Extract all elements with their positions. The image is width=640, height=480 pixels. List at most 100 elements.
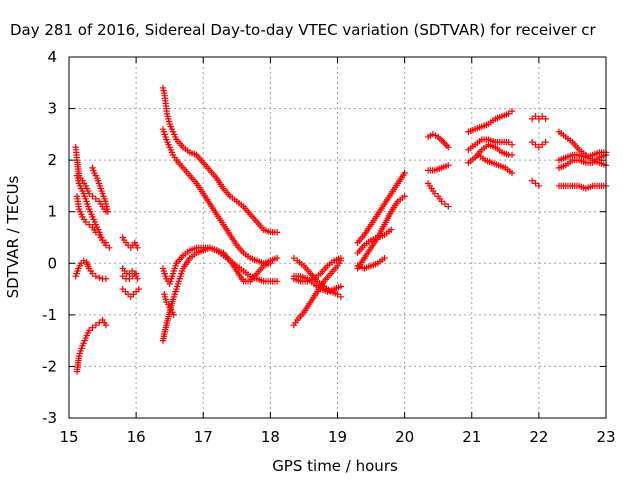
x-tick-label: 18	[261, 428, 280, 446]
data-point	[528, 177, 536, 184]
data-point	[334, 291, 341, 298]
data-point	[532, 113, 539, 120]
data-point	[401, 193, 408, 200]
data-point	[85, 190, 93, 197]
data-point	[401, 169, 408, 177]
series-s4	[89, 164, 112, 215]
series-s28	[465, 136, 516, 154]
series-s26	[424, 162, 452, 174]
data-point	[132, 270, 140, 277]
data-point	[508, 151, 516, 159]
data-point	[134, 244, 141, 252]
series-s10	[119, 270, 140, 282]
x-axis-label: GPS time / hours	[272, 457, 398, 475]
data-point	[438, 198, 445, 205]
data-point	[528, 115, 536, 123]
y-tick-label: 4	[47, 48, 57, 66]
series-s27	[465, 107, 516, 135]
data-point	[273, 229, 281, 236]
data-point	[508, 141, 516, 148]
x-tick-label: 16	[127, 428, 146, 446]
data-point	[267, 260, 274, 267]
data-point	[92, 272, 100, 280]
series-s1	[73, 172, 113, 252]
data-point	[106, 244, 113, 252]
data-point	[535, 182, 543, 190]
data-point	[388, 226, 395, 233]
x-tick-label: 17	[194, 428, 213, 446]
series-s12	[159, 126, 281, 267]
data-point	[119, 272, 126, 280]
data-point	[535, 144, 543, 151]
y-tick-label: -2	[42, 357, 57, 375]
data-point	[92, 321, 100, 329]
series-s11	[159, 84, 281, 236]
data-point	[445, 162, 452, 169]
series-s22	[354, 226, 395, 257]
data-point	[99, 236, 106, 244]
series-s15	[161, 291, 177, 319]
x-tick-label: 23	[596, 428, 615, 446]
data-points	[72, 84, 610, 375]
data-point	[535, 115, 543, 123]
series-s37	[555, 182, 610, 192]
data-point	[102, 275, 110, 282]
x-tick-label: 15	[59, 428, 78, 446]
data-point	[505, 138, 512, 146]
data-point	[92, 229, 100, 236]
data-point	[89, 324, 96, 331]
x-tick-label: 20	[395, 428, 414, 446]
series-s23	[354, 254, 388, 272]
series-s33	[528, 177, 543, 190]
y-tick-label: 2	[47, 151, 57, 169]
data-point	[89, 270, 96, 277]
series-s31	[528, 113, 549, 123]
data-point	[96, 274, 103, 281]
data-point	[85, 221, 93, 228]
y-tick-label: -3	[42, 409, 57, 427]
series-s14	[159, 244, 274, 288]
series-s21	[354, 169, 408, 246]
data-point	[532, 180, 539, 187]
data-point	[505, 110, 512, 117]
data-point	[542, 138, 549, 146]
data-point	[102, 321, 110, 329]
series-s6	[73, 316, 110, 375]
data-point	[542, 115, 549, 123]
y-tick-label: 0	[47, 254, 57, 272]
series-s24	[424, 131, 452, 151]
series-s32	[528, 138, 549, 151]
data-point	[539, 141, 546, 148]
series-s9	[119, 285, 143, 301]
data-point	[337, 254, 345, 262]
x-tick-label: 22	[529, 428, 548, 446]
series-s7	[119, 234, 141, 252]
series-s19	[290, 272, 345, 295]
data-point	[445, 144, 452, 151]
data-point	[508, 169, 516, 177]
y-tick-label: -1	[42, 306, 57, 324]
data-point	[89, 193, 96, 200]
data-point	[85, 327, 93, 334]
data-point	[126, 275, 133, 282]
data-point	[431, 190, 439, 197]
data-point	[337, 293, 345, 301]
data-point	[381, 254, 388, 262]
data-point	[104, 208, 112, 215]
data-point	[273, 254, 281, 262]
data-point	[170, 311, 177, 319]
data-point	[445, 203, 452, 210]
data-point	[135, 285, 143, 293]
series-s3	[73, 193, 110, 246]
data-point	[92, 195, 100, 203]
data-point	[337, 283, 345, 290]
data-point	[82, 218, 89, 226]
series-s30	[475, 151, 516, 177]
data-point	[508, 107, 516, 115]
data-point	[441, 200, 449, 208]
grid	[69, 57, 606, 418]
series-s29	[465, 141, 516, 166]
y-tick-label: 1	[47, 203, 57, 221]
series-s5	[72, 257, 110, 282]
